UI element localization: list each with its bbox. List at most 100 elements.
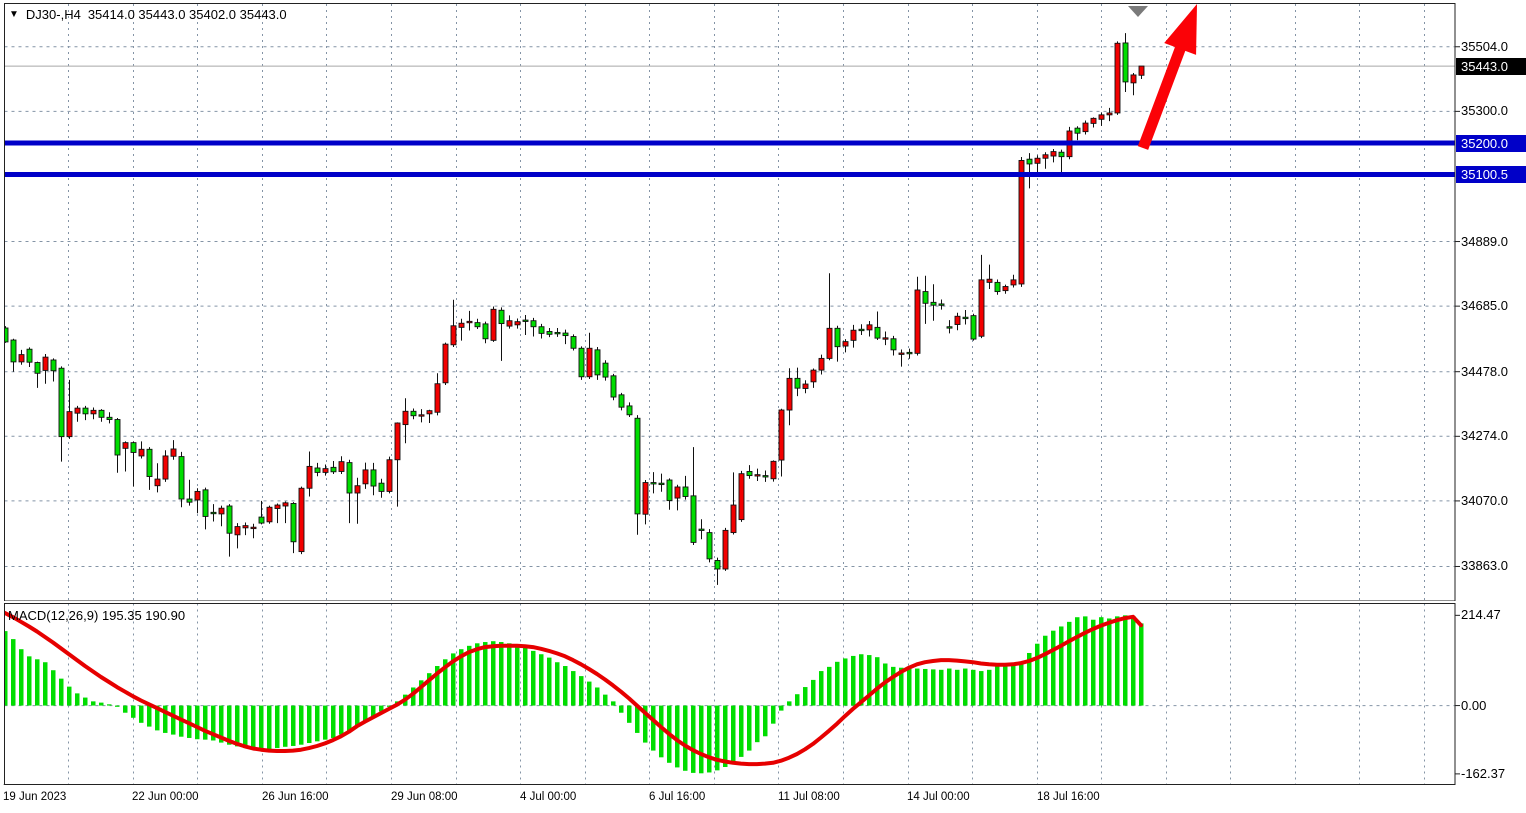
- candle-bullish[interactable]: [122, 442, 129, 449]
- candle-bearish[interactable]: [578, 347, 585, 378]
- candle-bearish[interactable]: [258, 516, 265, 524]
- candle-bullish[interactable]: [1098, 114, 1105, 120]
- candle-bearish[interactable]: [3, 327, 9, 343]
- candle-bullish[interactable]: [1114, 42, 1121, 114]
- candle-bullish[interactable]: [218, 507, 225, 515]
- candle-bullish[interactable]: [458, 322, 465, 328]
- candle-bearish[interactable]: [290, 503, 297, 543]
- candle-bearish[interactable]: [874, 326, 881, 339]
- price-chart-panel[interactable]: [0, 0, 1526, 601]
- candle-bearish[interactable]: [706, 532, 713, 560]
- candle-bullish[interactable]: [162, 455, 169, 480]
- candle-bullish[interactable]: [18, 354, 25, 363]
- candle-bearish[interactable]: [202, 489, 209, 517]
- time-axis[interactable]: 19 Jun 2023 22 Jun 00:00 26 Jun 16:00 29 Ju…: [0, 785, 1526, 813]
- candle-bullish[interactable]: [394, 422, 401, 461]
- candle-bullish[interactable]: [818, 357, 825, 371]
- candle-bullish[interactable]: [242, 525, 249, 529]
- candle-bearish[interactable]: [186, 498, 193, 503]
- candle-bearish[interactable]: [370, 469, 377, 487]
- candle-bullish[interactable]: [754, 474, 761, 477]
- candle-bearish[interactable]: [626, 405, 633, 416]
- candle-bullish[interactable]: [298, 487, 305, 553]
- candle-bearish[interactable]: [346, 462, 353, 494]
- trend-arrow-head[interactable]: [1164, 4, 1197, 55]
- candle-bearish[interactable]: [330, 466, 337, 473]
- candle-bullish[interactable]: [154, 478, 161, 487]
- candle-bullish[interactable]: [514, 321, 521, 326]
- chart-dropdown-icon[interactable]: ▼: [9, 8, 19, 20]
- candle-bullish[interactable]: [1138, 65, 1145, 76]
- candle-bullish[interactable]: [770, 460, 777, 480]
- candle-bullish[interactable]: [826, 327, 833, 359]
- candle-bullish[interactable]: [362, 469, 369, 485]
- candle-bearish[interactable]: [538, 326, 545, 334]
- candle-bullish[interactable]: [338, 461, 345, 472]
- candle-bullish[interactable]: [1050, 151, 1057, 157]
- candle-bullish[interactable]: [850, 329, 857, 341]
- candle-bullish[interactable]: [882, 337, 889, 340]
- candle-bullish[interactable]: [74, 407, 81, 414]
- candle-bullish[interactable]: [466, 320, 473, 324]
- candle-bullish[interactable]: [978, 279, 985, 337]
- candle-bullish[interactable]: [450, 325, 457, 346]
- candle-bearish[interactable]: [890, 338, 897, 351]
- candle-bearish[interactable]: [994, 281, 1001, 293]
- candle-bullish[interactable]: [986, 278, 993, 283]
- candle-bearish[interactable]: [962, 316, 969, 320]
- candle-bullish[interactable]: [674, 486, 681, 499]
- candle-bullish[interactable]: [1106, 112, 1113, 116]
- candle-bearish[interactable]: [410, 410, 417, 417]
- candle-bearish[interactable]: [602, 362, 609, 378]
- candle-bearish[interactable]: [930, 301, 937, 306]
- candle-bearish[interactable]: [682, 486, 689, 497]
- candle-bearish[interactable]: [762, 475, 769, 478]
- candle-bearish[interactable]: [650, 482, 657, 485]
- candle-bearish[interactable]: [922, 291, 929, 304]
- candle-bearish[interactable]: [178, 456, 185, 500]
- candle-bearish[interactable]: [690, 495, 697, 543]
- candle-bullish[interactable]: [322, 468, 329, 473]
- candle-bearish[interactable]: [114, 419, 121, 456]
- candle-bullish[interactable]: [914, 289, 921, 354]
- candle-bullish[interactable]: [954, 315, 961, 325]
- candle-bearish[interactable]: [666, 479, 673, 502]
- candle-bullish[interactable]: [738, 473, 745, 521]
- candle-bullish[interactable]: [1018, 160, 1025, 285]
- candle-bearish[interactable]: [314, 467, 321, 473]
- candle-bearish[interactable]: [658, 482, 665, 486]
- candle-bullish[interactable]: [170, 448, 177, 457]
- candle-bullish[interactable]: [434, 383, 441, 413]
- candle-bullish[interactable]: [842, 341, 849, 347]
- candle-bearish[interactable]: [594, 349, 601, 376]
- candle-bearish[interactable]: [714, 560, 721, 570]
- candle-bearish[interactable]: [938, 303, 945, 306]
- candle-bearish[interactable]: [906, 351, 913, 355]
- candle-bearish[interactable]: [698, 528, 705, 531]
- candle-bullish[interactable]: [266, 506, 273, 523]
- candle-bullish[interactable]: [1002, 286, 1009, 292]
- candle-bearish[interactable]: [210, 511, 217, 515]
- candle-bearish[interactable]: [58, 367, 65, 438]
- candle-bearish[interactable]: [1074, 127, 1081, 134]
- candle-bearish[interactable]: [1026, 158, 1033, 165]
- candle-bearish[interactable]: [1122, 42, 1129, 83]
- candle-bullish[interactable]: [282, 502, 289, 507]
- candle-bearish[interactable]: [106, 416, 113, 420]
- candle-bearish[interactable]: [26, 348, 33, 363]
- candle-bullish[interactable]: [802, 383, 809, 389]
- candle-bullish[interactable]: [250, 526, 257, 530]
- candle-bearish[interactable]: [482, 323, 489, 340]
- candle-bearish[interactable]: [530, 320, 537, 328]
- candle-bullish[interactable]: [1130, 74, 1137, 84]
- candle-bullish[interactable]: [1090, 117, 1097, 124]
- candle-bearish[interactable]: [498, 309, 505, 325]
- candle-bullish[interactable]: [234, 526, 241, 536]
- candle-bearish[interactable]: [146, 448, 153, 477]
- candle-bearish[interactable]: [554, 331, 561, 335]
- candle-bearish[interactable]: [946, 326, 953, 329]
- candle-bullish[interactable]: [418, 414, 425, 417]
- candle-bullish[interactable]: [730, 504, 737, 534]
- candle-bullish[interactable]: [402, 410, 409, 426]
- candle-bullish[interactable]: [1042, 154, 1049, 159]
